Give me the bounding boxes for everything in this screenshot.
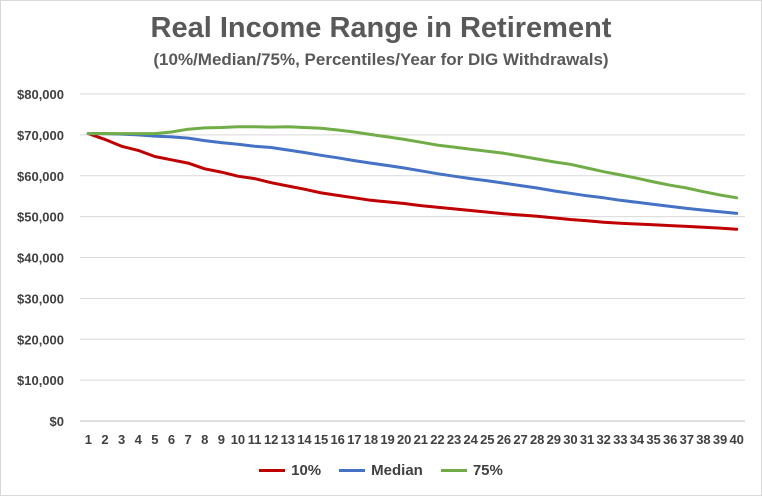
x-tick-label: 3 xyxy=(118,432,125,447)
x-tick-label: 16 xyxy=(330,432,344,447)
x-tick-label: 39 xyxy=(713,432,727,447)
x-tick-label: 38 xyxy=(696,432,710,447)
x-tick-label: 22 xyxy=(430,432,444,447)
x-tick-label: 35 xyxy=(646,432,660,447)
y-axis-ticks: $0 $10,000 $20,000 $30,000 $40,000 $50,000 $60… xyxy=(17,87,64,429)
x-tick-label: 27 xyxy=(513,432,527,447)
legend-swatch-median xyxy=(339,469,366,472)
chart-title: Real Income Range in Retirement xyxy=(150,12,612,44)
x-tick-label: 33 xyxy=(613,432,627,447)
gridlines xyxy=(80,93,745,422)
legend-swatch-10pct xyxy=(259,469,286,472)
legend-item-median: Median xyxy=(339,462,423,479)
x-tick-label: 12 xyxy=(264,432,278,447)
legend-item-75pct: 75% xyxy=(440,462,503,479)
x-tick-label: 29 xyxy=(547,432,561,447)
x-tick-label: 36 xyxy=(663,432,677,447)
x-tick-label: 30 xyxy=(563,432,577,447)
x-tick-label: 2 xyxy=(101,432,108,447)
x-tick-label: 32 xyxy=(596,432,610,447)
y-tick-label: $40,000 xyxy=(17,251,64,266)
x-tick-label: 37 xyxy=(680,432,694,447)
x-tick-label: 5 xyxy=(151,432,158,447)
x-tick-label: 19 xyxy=(380,432,394,447)
legend-swatch-75pct xyxy=(440,469,467,472)
legend-item-10pct: 10% xyxy=(259,462,321,479)
y-tick-label: $60,000 xyxy=(17,169,64,184)
x-tick-label: 15 xyxy=(314,432,328,447)
x-tick-label: 40 xyxy=(729,432,743,447)
x-tick-label: 10 xyxy=(231,432,245,447)
x-tick-label: 34 xyxy=(630,432,645,447)
x-tick-label: 25 xyxy=(480,432,494,447)
x-tick-label: 9 xyxy=(218,432,225,447)
x-tick-label: 21 xyxy=(414,432,428,447)
x-tick-label: 18 xyxy=(364,432,378,447)
x-tick-label: 23 xyxy=(447,432,461,447)
chart-subtitle: (10%/Median/75%, Percentiles/Year for DI… xyxy=(153,50,609,69)
series-line-10pct xyxy=(86,132,739,231)
x-tick-label: 20 xyxy=(397,432,411,447)
legend-label-75pct: 75% xyxy=(472,462,503,479)
series-line-75pct xyxy=(86,125,739,200)
y-tick-label: $50,000 xyxy=(17,210,64,225)
y-tick-label: $70,000 xyxy=(17,128,64,143)
x-tick-label: 8 xyxy=(201,432,208,447)
y-tick-label: $80,000 xyxy=(17,87,64,102)
y-tick-label: $10,000 xyxy=(17,373,64,388)
x-tick-label: 4 xyxy=(135,432,143,447)
series-lines xyxy=(86,125,739,231)
legend: 10% Median 75% xyxy=(0,462,762,479)
x-tick-label: 24 xyxy=(463,432,478,447)
x-tick-label: 14 xyxy=(297,432,312,447)
x-tick-label: 13 xyxy=(281,432,295,447)
x-tick-label: 6 xyxy=(168,432,175,447)
y-tick-label: $0 xyxy=(50,414,64,429)
x-tick-label: 11 xyxy=(248,432,262,447)
x-tick-label: 28 xyxy=(530,432,544,447)
legend-label-10pct: 10% xyxy=(291,462,322,479)
x-tick-label: 1 xyxy=(85,432,92,447)
x-tick-label: 7 xyxy=(184,432,191,447)
x-axis-ticks: 1 2 3 4 5 6 7 8 9 10 11 12 13 14 15 16 17 18 19 20 21 22 23 24 2… xyxy=(85,432,744,447)
y-tick-label: $30,000 xyxy=(17,291,64,306)
legend-label-median: Median xyxy=(371,462,423,479)
series-line-median xyxy=(86,132,739,215)
x-tick-label: 31 xyxy=(580,432,594,447)
y-tick-label: $20,000 xyxy=(17,332,64,347)
x-tick-label: 26 xyxy=(497,432,511,447)
x-tick-label: 17 xyxy=(347,432,361,447)
